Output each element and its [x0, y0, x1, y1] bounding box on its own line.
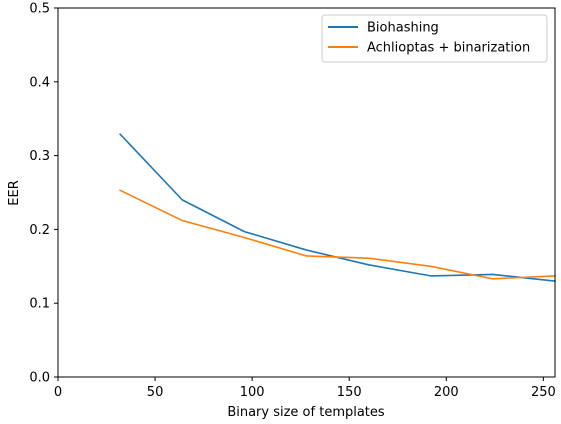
series-line-achlioptas-binarization [119, 189, 556, 280]
plot-frame [57, 7, 556, 378]
legend-label-biohashing: Biohashing [367, 21, 439, 36]
x-axis: 0 50 100 150 200 250 [54, 377, 556, 400]
legend-label-achlioptas: Achlioptas + binarization [367, 41, 530, 56]
y-tick-label: 0.2 [29, 223, 50, 238]
y-axis-label: EER [7, 180, 22, 205]
x-axis-label: Binary size of templates [227, 405, 385, 420]
legend: Biohashing Achlioptas + binarization [321, 14, 548, 63]
y-tick-label: 0.3 [29, 149, 50, 164]
x-tick-label: 250 [531, 385, 556, 400]
series-line-biohashing [118, 133, 556, 282]
x-tick-label: 0 [54, 385, 62, 400]
x-tick-label: 50 [147, 385, 164, 400]
x-tick-label: 100 [240, 385, 265, 400]
legend-box [321, 14, 548, 63]
x-tick-label: 200 [434, 385, 459, 400]
y-axis: 0.0 0.1 0.2 0.3 0.4 0.5 [29, 2, 58, 386]
y-tick-label: 0.0 [29, 371, 50, 386]
plot-lines [118, 133, 556, 282]
y-tick-label: 0.4 [29, 75, 50, 90]
x-tick-label: 150 [337, 385, 362, 400]
y-tick-label: 0.1 [29, 297, 50, 312]
y-tick-label: 0.5 [29, 2, 50, 17]
